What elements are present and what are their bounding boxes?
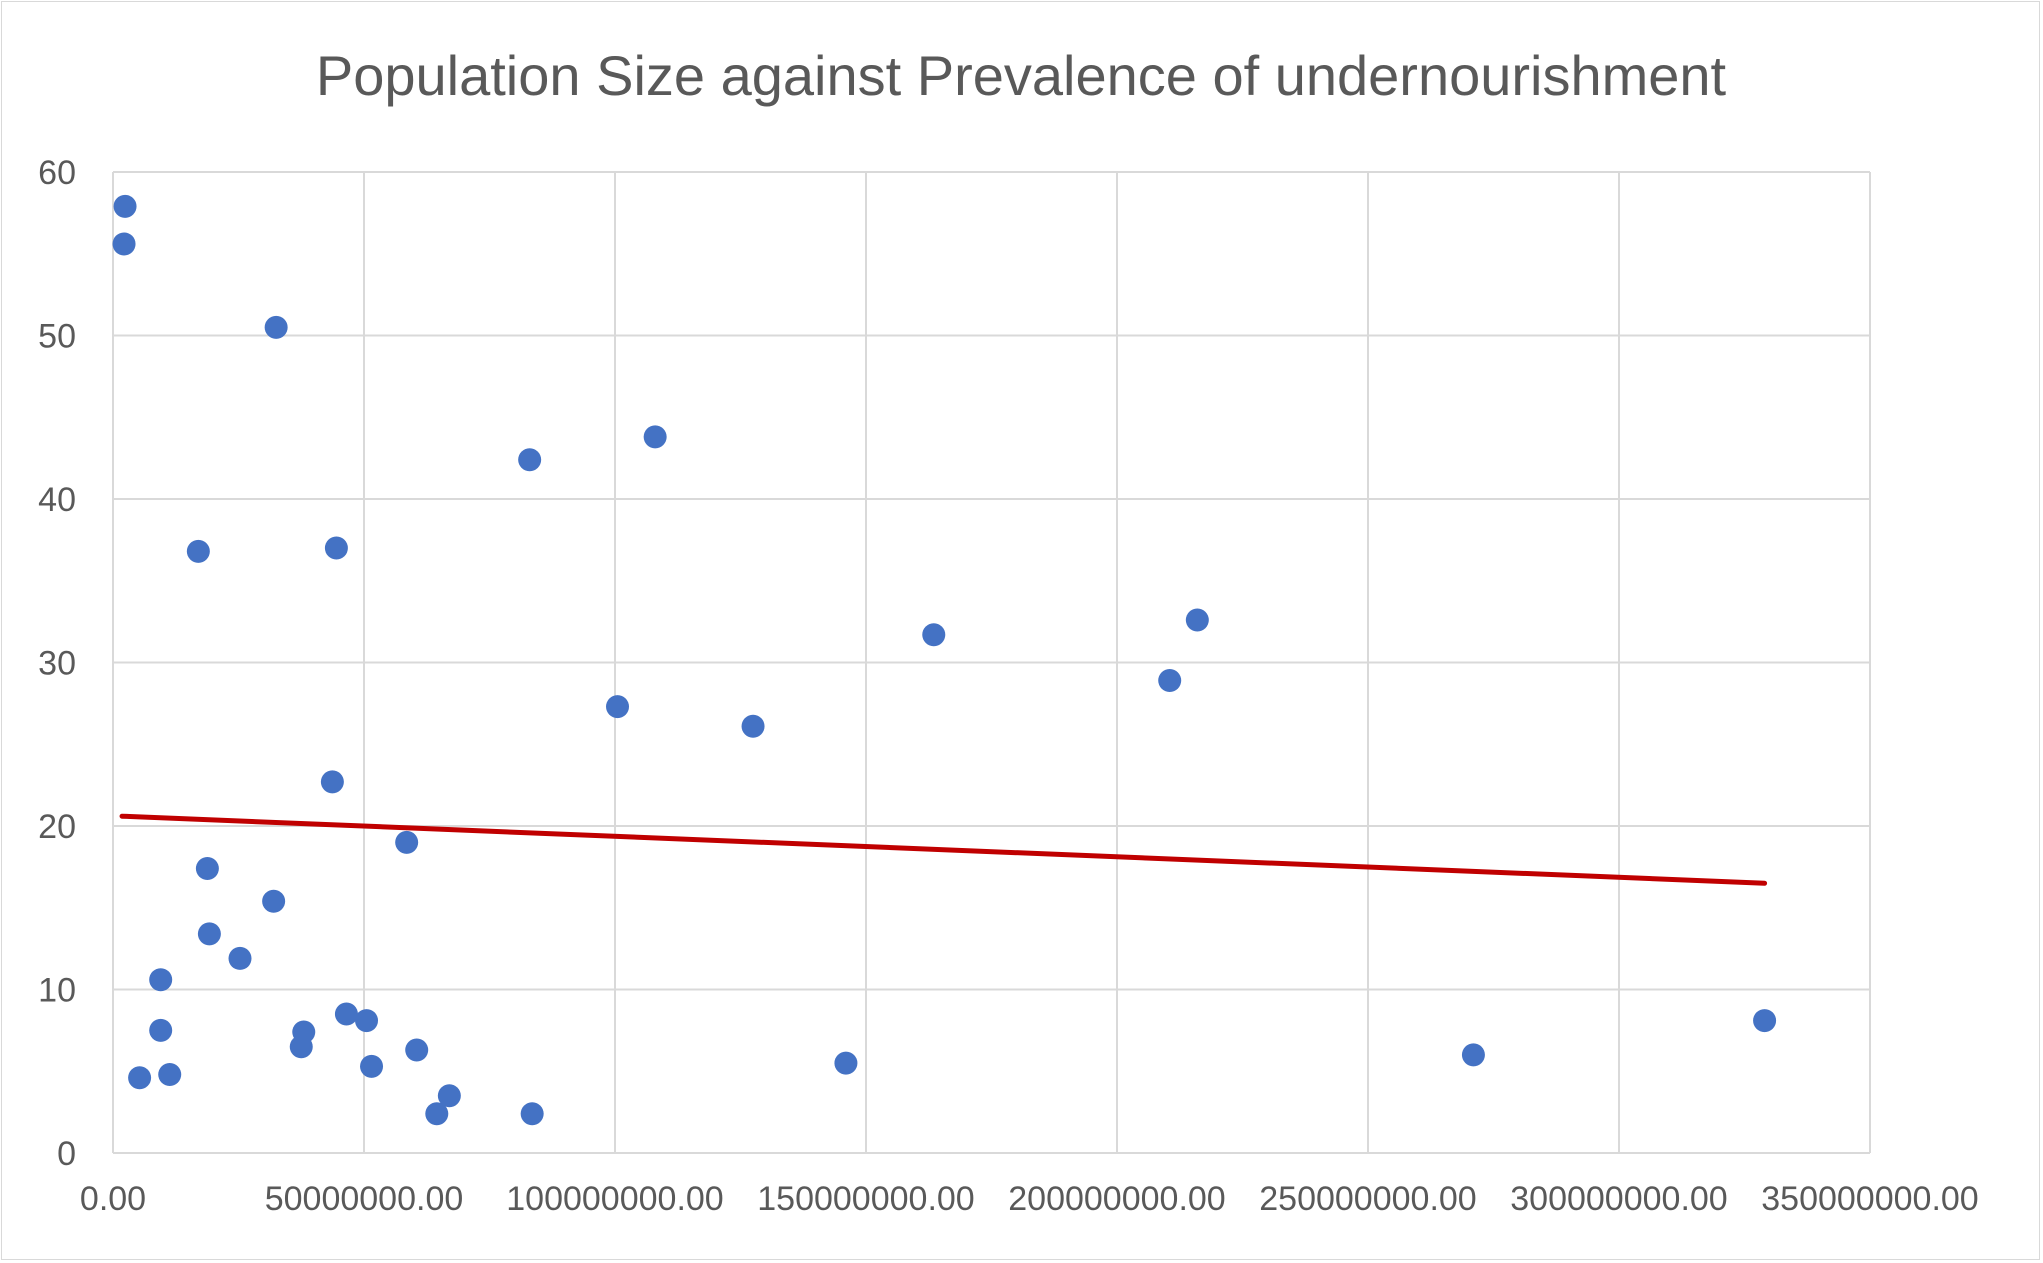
y-tick-label: 50 <box>38 318 76 356</box>
data-point <box>289 1035 313 1059</box>
x-tick-label: 200000000.00 <box>1008 1180 1225 1218</box>
data-point <box>1185 608 1209 632</box>
data-point <box>264 315 288 339</box>
data-point <box>395 830 419 854</box>
x-tick-label: 0.00 <box>80 1180 146 1218</box>
data-point <box>520 1102 544 1126</box>
data-point <box>922 623 946 647</box>
y-tick-label: 60 <box>38 154 76 192</box>
data-point <box>334 1002 358 1026</box>
data-point <box>197 922 221 946</box>
data-point <box>1461 1043 1485 1067</box>
data-point <box>228 946 252 970</box>
data-point <box>112 232 136 256</box>
y-tick-label: 20 <box>38 808 76 846</box>
gridlines <box>112 171 1871 1154</box>
y-tick-label: 0 <box>57 1135 76 1173</box>
data-point <box>158 1063 182 1087</box>
data-point <box>186 539 210 563</box>
data-point <box>425 1102 449 1126</box>
data-point <box>355 1009 379 1033</box>
data-point <box>518 448 542 472</box>
data-point <box>606 695 630 719</box>
data-point <box>741 714 765 738</box>
data-point <box>360 1054 384 1078</box>
chart-title: Population Size against Prevalence of un… <box>316 44 1727 107</box>
data-points <box>112 194 1777 1126</box>
data-point <box>1158 668 1182 692</box>
x-axis-tick-labels: 0.00 50000000.00 100000000.00 150000000.00 2… <box>80 1180 1979 1218</box>
data-point <box>437 1084 461 1108</box>
y-tick-label: 10 <box>38 972 76 1010</box>
data-point <box>320 770 344 794</box>
x-tick-label: 50000000.00 <box>265 1180 464 1218</box>
y-axis-tick-labels: 0 10 20 30 40 50 60 <box>38 154 76 1173</box>
x-tick-label: 300000000.00 <box>1510 1180 1727 1218</box>
data-point <box>113 194 137 218</box>
data-point <box>834 1051 858 1075</box>
data-point <box>643 425 667 449</box>
data-point <box>149 968 173 992</box>
x-tick-label: 100000000.00 <box>506 1180 723 1218</box>
data-point <box>195 857 219 881</box>
data-point <box>128 1066 152 1090</box>
x-tick-label: 150000000.00 <box>757 1180 974 1218</box>
data-point <box>262 889 286 913</box>
x-tick-label: 250000000.00 <box>1259 1180 1476 1218</box>
data-point <box>405 1038 429 1062</box>
trendline-layer <box>119 813 1768 886</box>
trendline <box>119 813 1768 886</box>
y-tick-label: 40 <box>38 481 76 519</box>
y-tick-label: 30 <box>38 645 76 683</box>
data-point <box>324 536 348 560</box>
data-point <box>1753 1009 1777 1033</box>
x-tick-label: 350000000.00 <box>1761 1180 1978 1218</box>
data-point <box>149 1018 173 1042</box>
